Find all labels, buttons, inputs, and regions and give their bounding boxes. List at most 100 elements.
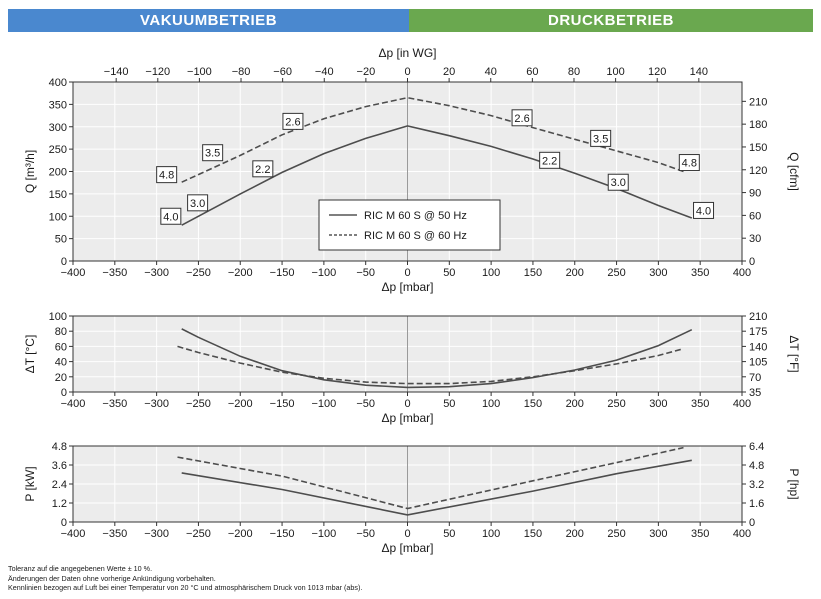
annotation-box	[187, 194, 209, 212]
annotation-label: 3.5	[593, 133, 608, 145]
y-right-tick-label: 140	[749, 341, 767, 353]
footnotes: Toleranz auf die angegebenen Werte ± 10 …	[8, 564, 362, 593]
annotation-box	[693, 201, 715, 219]
top-tick-label: 140	[690, 66, 708, 78]
annotation-label: 4.0	[696, 205, 711, 217]
y-axis-label: P [kW]	[23, 466, 37, 501]
y-tick-label: 400	[49, 77, 67, 89]
top-tick-label: −60	[273, 66, 292, 78]
annotation-box	[160, 207, 182, 225]
y-tick-label: 150	[49, 189, 67, 201]
x-tick-label: 150	[524, 528, 542, 540]
pressure-mode-banner: DRUCKBETRIEB	[409, 9, 813, 32]
y-tick-label: 0	[61, 387, 67, 399]
y-tick-label: 4.8	[52, 441, 67, 453]
x-tick-label: −300	[144, 267, 169, 279]
top-tick-label: 60	[526, 66, 538, 78]
x-tick-label: 200	[566, 528, 584, 540]
annotation-box	[539, 151, 561, 169]
top-tick-label: −140	[104, 66, 129, 78]
top-axis-label: Δp [in WG]	[378, 46, 436, 60]
series-line-50hz	[181, 459, 692, 516]
x-tick-label: −400	[61, 267, 86, 279]
x-tick-label: −400	[61, 528, 86, 540]
footnote-changes: Änderungen der Daten ohne vorherige Ankü…	[8, 573, 216, 583]
x-tick-label: −250	[186, 267, 211, 279]
annotation-label: 2.6	[285, 116, 300, 128]
y-right-tick-label: 1.6	[749, 498, 764, 510]
x-tick-label: 300	[649, 267, 667, 279]
vacuum-mode-label: VAKUUMBETRIEB	[139, 12, 278, 29]
annotation-label: 3.0	[611, 177, 626, 189]
footnote-tolerance: Toleranz auf die angegebenen Werte ± 10 …	[8, 564, 153, 573]
y-tick-label: 80	[55, 326, 67, 338]
x-tick-label: −50	[356, 528, 375, 540]
y-right-tick-label: 3.2	[749, 479, 764, 491]
y-tick-label: 40	[55, 357, 67, 369]
x-tick-label: 250	[607, 267, 625, 279]
x-tick-label: 150	[524, 267, 542, 279]
x-tick-label: −50	[356, 398, 375, 410]
x-tick-label: 400	[733, 528, 751, 540]
top-tick-label: 0	[404, 66, 410, 78]
y-axis-label: Q [m³/h]	[23, 150, 37, 193]
x-tick-label: −300	[144, 528, 169, 540]
y-tick-label: 100	[49, 311, 67, 323]
legend: RIC M 60 S @ 50 Hz RIC M 60 S @ 60 Hz	[318, 199, 501, 251]
x-tick-label: −100	[311, 267, 336, 279]
y-tick-label: 300	[49, 122, 67, 134]
legend-label: RIC M 60 S @ 60 Hz	[364, 230, 467, 242]
top-tick-label: 20	[443, 66, 455, 78]
top-tick-label: −40	[315, 66, 334, 78]
x-tick-label: 150	[524, 398, 542, 410]
y-right-tick-label: 70	[749, 372, 761, 384]
x-tick-label: −200	[228, 398, 253, 410]
x-tick-label: −200	[228, 528, 253, 540]
x-tick-label: 0	[404, 528, 410, 540]
top-tick-label: −100	[187, 66, 212, 78]
legend-box	[318, 199, 501, 251]
x-tick-label: −150	[270, 398, 295, 410]
x-tick-label: 50	[443, 398, 455, 410]
series-line-50hz	[181, 328, 693, 389]
x-tick-label: 350	[691, 398, 709, 410]
x-tick-label: −250	[186, 398, 211, 410]
x-tick-label: 400	[733, 398, 751, 410]
y-right-tick-label: 90	[749, 188, 761, 200]
x-axis-label: Δp [mbar]	[381, 411, 433, 425]
footnote-conditions: Kennlinien bezogen auf Luft bei einer Te…	[8, 583, 363, 593]
y-right-tick-label: 105	[749, 357, 767, 369]
x-tick-label: 250	[607, 398, 625, 410]
x-tick-label: −150	[270, 267, 295, 279]
x-tick-label: −400	[61, 398, 86, 410]
y-right-tick-label: 210	[749, 96, 767, 108]
x-tick-label: −250	[186, 528, 211, 540]
y-right-axis-label: Q [cfm]	[787, 152, 801, 191]
annotation-box	[511, 109, 533, 127]
top-tick-label: −80	[232, 66, 251, 78]
legend-label: RIC M 60 S @ 50 Hz	[364, 210, 467, 222]
pressure-mode-label: DRUCKBETRIEB	[548, 12, 674, 29]
y-tick-label: 200	[49, 167, 67, 179]
annotation-box	[202, 144, 224, 162]
y-right-axis-label: P [hp]	[787, 468, 801, 499]
x-tick-label: 100	[482, 528, 500, 540]
y-right-tick-label: 150	[749, 142, 767, 154]
y-tick-label: 2.4	[52, 479, 67, 491]
y-tick-label: 3.6	[52, 460, 67, 472]
y-right-axis-label: ΔT [°F]	[787, 335, 801, 372]
y-tick-label: 100	[49, 211, 67, 223]
y-right-tick-label: 175	[749, 326, 767, 338]
annotation-box	[282, 112, 304, 130]
x-tick-label: −350	[102, 267, 127, 279]
top-tick-label: −120	[145, 66, 170, 78]
x-tick-label: −100	[311, 398, 336, 410]
x-tick-label: −300	[144, 398, 169, 410]
annotation-box	[156, 166, 178, 184]
x-tick-label: 100	[482, 398, 500, 410]
y-tick-label: 60	[55, 341, 67, 353]
x-tick-label: −200	[228, 267, 253, 279]
y-axis-label: ΔT [°C]	[23, 335, 37, 374]
annotation-label: 4.8	[682, 158, 697, 170]
